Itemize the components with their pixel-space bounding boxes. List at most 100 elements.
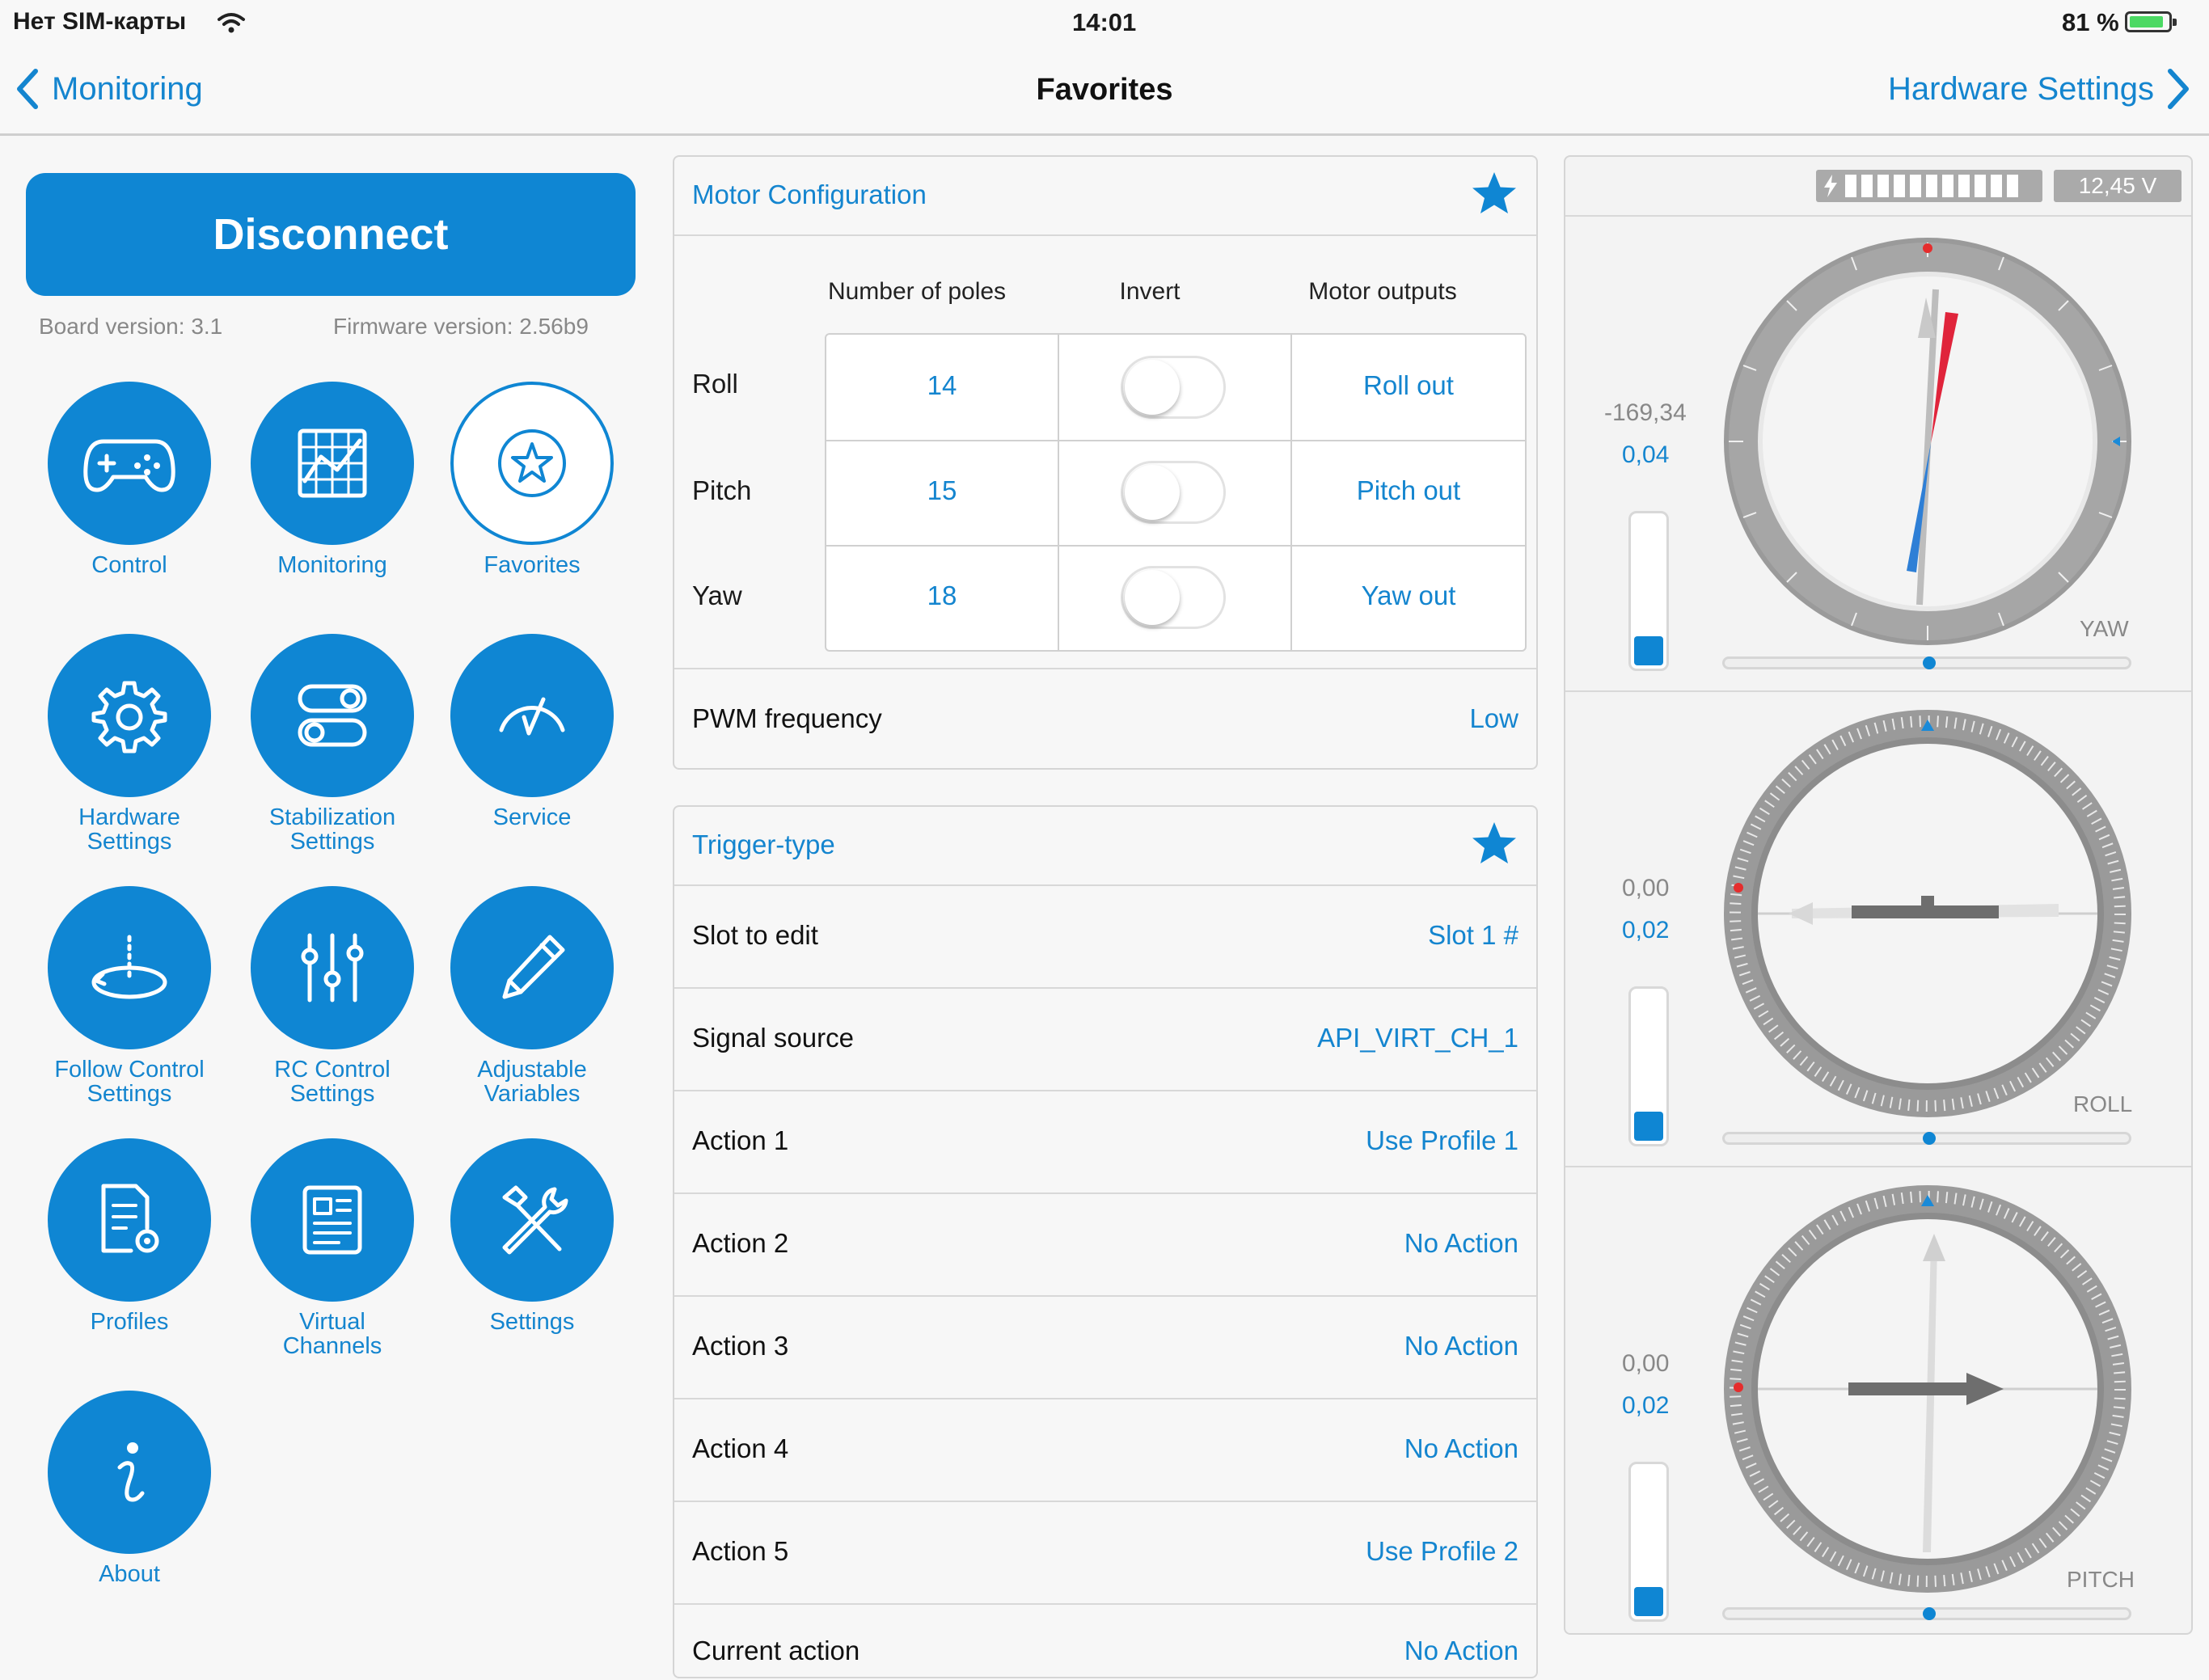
pitch-level-bar xyxy=(1628,1462,1669,1622)
voltage-readout: 12,45 V xyxy=(2054,170,2182,202)
output-yaw[interactable]: Yaw out xyxy=(1361,580,1456,610)
document-gear-icon xyxy=(101,1184,159,1253)
column-header: Motor outputs xyxy=(1308,278,1457,305)
row-value: No Action xyxy=(1404,1331,1518,1361)
row-label: Action 3 xyxy=(692,1331,789,1361)
yaw-slider[interactable] xyxy=(1722,656,2131,669)
poles-roll[interactable]: 14 xyxy=(927,370,957,400)
firmware-version: Firmware version: 2.56b9 xyxy=(333,314,589,339)
gauge-icon xyxy=(499,697,565,736)
carrier-label: Нет SIM-карты xyxy=(13,8,187,35)
sensors-panel: 12,45 V -169,34 0,04 YAW 0,00 0,02 xyxy=(1564,155,2193,1635)
action-3-row[interactable]: Action 3 No Action xyxy=(674,1295,1536,1398)
poles-yaw[interactable]: 18 xyxy=(927,580,957,610)
newspaper-icon xyxy=(302,1185,362,1255)
tile-about[interactable]: About xyxy=(36,1391,222,1586)
pwm-frequency-row[interactable]: PWM frequency Low xyxy=(674,668,1536,768)
motor-grid: 14 Roll out 15 Pitch out 18 Yaw out xyxy=(825,333,1527,652)
row-value: No Action xyxy=(1404,1228,1518,1258)
star-icon xyxy=(498,429,566,497)
column-header: Number of poles xyxy=(827,278,1007,305)
roll-slider[interactable] xyxy=(1722,1132,2131,1145)
action-2-row[interactable]: Action 2 No Action xyxy=(674,1192,1536,1295)
row-label-roll: Roll xyxy=(692,369,738,399)
tile-label: Follow Control Settings xyxy=(54,1057,205,1107)
follow-icon xyxy=(91,935,167,999)
tile-stabilization-settings[interactable]: Stabilization Settings xyxy=(239,634,425,854)
tile-hardware-settings[interactable]: Hardware Settings xyxy=(36,634,222,854)
chevron-left-icon xyxy=(17,69,38,109)
toggles-icon xyxy=(298,684,367,747)
tile-follow-control-settings[interactable]: Follow Control Settings xyxy=(36,886,222,1106)
tile-adjustable-variables[interactable]: Adjustable Variables xyxy=(439,886,625,1106)
action-5-row[interactable]: Action 5 Use Profile 2 xyxy=(674,1501,1536,1603)
navigation-bar: Monitoring Favorites Hardware Settings xyxy=(0,45,2209,136)
tile-service[interactable]: Service xyxy=(439,634,625,829)
favorite-star-icon[interactable] xyxy=(1470,820,1518,868)
tile-monitoring[interactable]: Monitoring xyxy=(239,382,425,577)
roll-rate: 0,02 xyxy=(1622,917,1670,943)
tile-profiles[interactable]: Profiles xyxy=(36,1138,222,1334)
motor-configuration-card: Motor Configuration Number of poles Inve… xyxy=(673,155,1538,770)
invert-toggle-yaw[interactable] xyxy=(1121,566,1226,629)
pitch-dial xyxy=(1724,1185,2131,1593)
tile-rc-control-settings[interactable]: RC Control Settings xyxy=(239,886,425,1106)
invert-toggle-roll[interactable] xyxy=(1121,356,1226,419)
trigger-type-card: Trigger-type Slot to edit Slot 1 # Signa… xyxy=(673,805,1538,1678)
invert-toggle-pitch[interactable] xyxy=(1121,461,1226,524)
tile-virtual-channels[interactable]: Virtual Channels xyxy=(239,1138,425,1358)
info-icon xyxy=(117,1442,145,1502)
pwm-label: PWM frequency xyxy=(692,703,882,733)
row-label: Action 4 xyxy=(692,1433,789,1463)
grid-chart-icon xyxy=(298,428,367,498)
yaw-rate: 0,04 xyxy=(1622,441,1670,468)
tile-label: Virtual Channels xyxy=(282,1309,382,1359)
status-bar: Нет SIM-карты 14:01 81 % xyxy=(0,0,2209,45)
disconnect-button[interactable]: Disconnect xyxy=(26,173,636,296)
pitch-slider[interactable] xyxy=(1722,1607,2131,1620)
row-label: Action 5 xyxy=(692,1536,789,1566)
roll-angle: 0,00 xyxy=(1622,875,1670,901)
favorite-star-icon[interactable] xyxy=(1470,170,1518,218)
row-value: Use Profile 1 xyxy=(1366,1125,1518,1155)
card-title: Trigger-type xyxy=(692,829,835,859)
row-value: Slot 1 # xyxy=(1428,920,1518,950)
output-roll[interactable]: Roll out xyxy=(1363,370,1454,400)
battery-icon xyxy=(2125,11,2177,32)
pitch-angle: 0,00 xyxy=(1622,1350,1670,1377)
current-action-row[interactable]: Current action No Action xyxy=(674,1603,1536,1680)
wifi-icon xyxy=(218,13,245,33)
row-label-yaw: Yaw xyxy=(692,580,742,610)
tile-control[interactable]: Control xyxy=(36,382,222,577)
tile-settings[interactable]: Settings xyxy=(439,1138,625,1334)
chevron-right-icon xyxy=(2168,69,2189,109)
back-button[interactable]: Monitoring xyxy=(15,68,203,110)
forward-button[interactable]: Hardware Settings xyxy=(1888,68,2191,110)
yaw-compass xyxy=(1724,238,2131,645)
pencil-icon xyxy=(502,935,565,999)
row-label: Action 1 xyxy=(692,1125,789,1155)
tile-label: Service xyxy=(492,804,572,830)
action-1-row[interactable]: Action 1 Use Profile 1 xyxy=(674,1090,1536,1192)
row-label: Action 2 xyxy=(692,1228,789,1258)
yaw-angle: -169,34 xyxy=(1604,399,1687,426)
tile-favorites[interactable]: Favorites xyxy=(439,382,625,577)
tile-label: Settings xyxy=(489,1309,575,1335)
signal-source-row[interactable]: Signal source API_VIRT_CH_1 xyxy=(674,987,1536,1090)
tile-label: Hardware Settings xyxy=(78,804,180,855)
output-pitch[interactable]: Pitch out xyxy=(1356,475,1461,505)
tile-label: Monitoring xyxy=(277,552,387,578)
roll-level-bar xyxy=(1628,986,1669,1146)
tile-label: Profiles xyxy=(90,1309,169,1335)
poles-pitch[interactable]: 15 xyxy=(927,475,957,505)
slot-to-edit-row[interactable]: Slot to edit Slot 1 # xyxy=(674,884,1536,987)
roll-label: ROLL xyxy=(2073,1091,2133,1116)
row-value: No Action xyxy=(1404,1636,1518,1665)
row-value: Use Profile 2 xyxy=(1366,1536,1518,1566)
roll-dial xyxy=(1724,710,2131,1117)
tile-label: About xyxy=(99,1561,160,1587)
action-4-row[interactable]: Action 4 No Action xyxy=(674,1398,1536,1501)
row-label-pitch: Pitch xyxy=(692,475,752,505)
tile-label: Favorites xyxy=(484,552,581,578)
lightning-icon xyxy=(1824,175,1837,197)
